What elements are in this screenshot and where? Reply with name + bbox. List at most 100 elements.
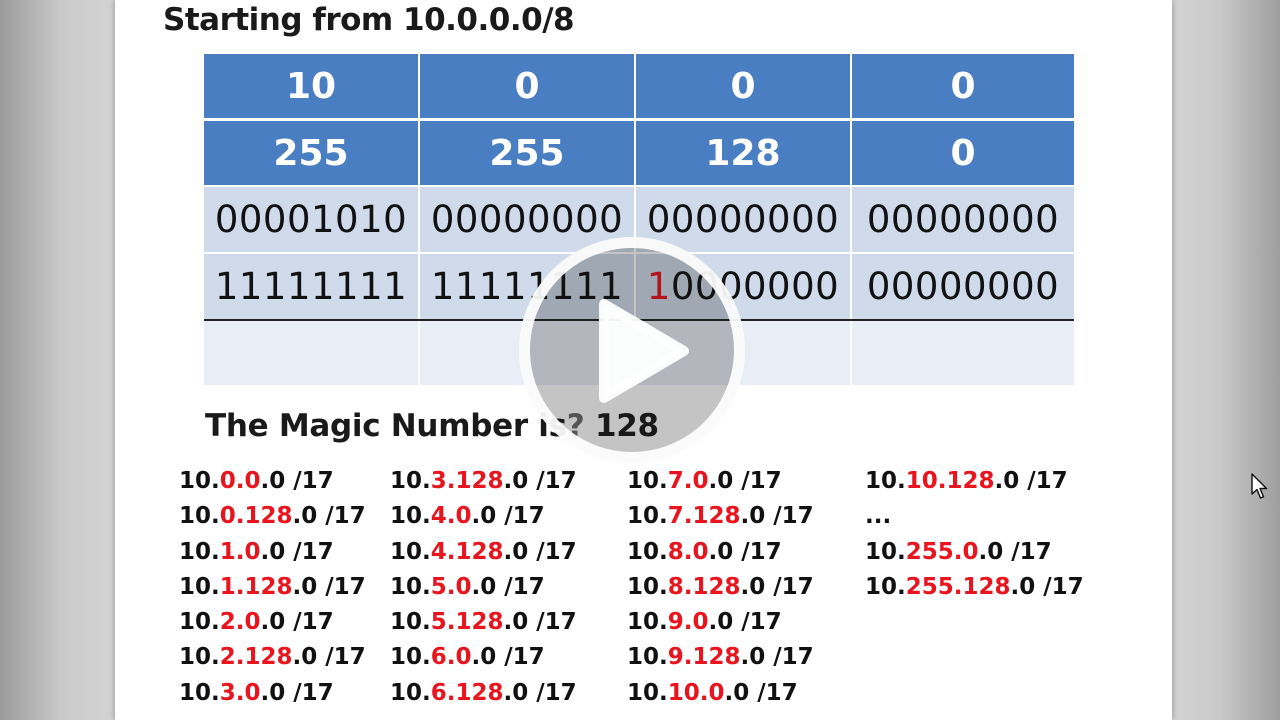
- subnet-list-item: 10.2.128.0 /17: [179, 640, 366, 675]
- table-cell: 00000000: [419, 186, 636, 254]
- subnet-hi: 1.128: [219, 573, 293, 600]
- subnet-pre: 10.: [390, 503, 431, 530]
- subnet-post: .0 /17: [471, 644, 545, 671]
- subnet-post: .0 /17: [503, 609, 577, 636]
- subnet-list-item: 10.2.0.0 /17: [179, 605, 366, 640]
- subnet-pre: 10.: [390, 468, 431, 494]
- subnet-pre: 10.: [179, 609, 220, 636]
- subnet-hi: 4.0: [430, 503, 472, 530]
- subnet-hi: 10.0: [667, 679, 725, 706]
- subnet-list-item: 10.0.0.0 /17: [179, 464, 366, 499]
- subnet-hi: 6.0: [430, 644, 472, 671]
- subnet-list-item: 10.9.128.0 /17: [627, 640, 814, 675]
- subnet-post: .0 /17: [471, 503, 545, 530]
- subnet-pre: 10.: [627, 679, 668, 706]
- subnet-list-item: 10.255.128.0 /17: [865, 570, 1084, 605]
- subnet-pre: 10.: [627, 538, 668, 565]
- subnet-hi: 0.128: [219, 503, 293, 530]
- subnet-hi: 10.128: [905, 468, 995, 494]
- subnet-hi: 0.0: [219, 468, 261, 494]
- table-cell: [204, 320, 420, 385]
- subnet-post: .0 /17: [292, 503, 366, 530]
- subnet-list-item: 10.10.128.0 /17: [865, 464, 1084, 499]
- subnet-list-item: 10.3.0.0 /17: [179, 676, 366, 711]
- subnet-pre: 10.: [179, 468, 220, 494]
- subnet-pre: 10.: [865, 468, 906, 494]
- table-cell: 255: [419, 119, 636, 187]
- subnet-post: .0 /17: [260, 538, 334, 565]
- subnet-post: .0 /17: [260, 468, 334, 494]
- subnet-pre: 10.: [179, 679, 220, 706]
- subnet-hi: 5.0: [430, 573, 472, 600]
- subnet-hi: 7.0: [667, 468, 709, 494]
- table-cell: [851, 320, 1074, 385]
- subnet-list-item: 10.8.128.0 /17: [627, 570, 814, 605]
- subnet-post: .0 /17: [503, 538, 577, 565]
- subnet-list-item: 10.10.0.0 /17: [627, 676, 814, 711]
- subnet-hi: 9.128: [667, 644, 741, 671]
- mouse-pointer-icon: [1251, 473, 1268, 499]
- table-cell: 00001010: [204, 186, 420, 254]
- subnet-pre: 10.: [865, 538, 906, 565]
- subnet-list-item: 10.255.0.0 /17: [865, 535, 1084, 570]
- subnet-pre: 10.: [179, 644, 220, 671]
- subnet-list-item: 10.7.0.0 /17: [627, 464, 814, 499]
- subnet-post: .0 /17: [994, 468, 1068, 494]
- table-cell: 00000000: [851, 186, 1074, 254]
- table-cell: 0: [635, 54, 852, 121]
- address-binary-row: 00001010 00000000 00000000 00000000: [204, 186, 1074, 254]
- subnet-pre: 10.: [865, 573, 906, 600]
- subnet-hi: 8.0: [667, 538, 709, 565]
- subnet-hi: 1.0: [219, 538, 261, 565]
- mask-decimal-row: 255 255 128 0: [204, 119, 1074, 187]
- table-cell: 00000000: [635, 186, 852, 254]
- subnet-column-1: 10.0.0.0 /17 10.0.128.0 /17 10.1.0.0 /17 10…: [179, 464, 366, 711]
- table-cell: 255: [204, 119, 420, 187]
- subnet-post: .0 /17: [292, 644, 366, 671]
- subnet-pre: 10.: [179, 538, 220, 565]
- subnet-hi: 5.128: [430, 609, 504, 636]
- subnet-post: .0 /17: [740, 573, 814, 600]
- play-button[interactable]: [519, 237, 745, 463]
- subnet-list-item: 10.4.0.0 /17: [390, 499, 577, 534]
- subnet-pre: 10.: [390, 679, 431, 706]
- table-cell: 10: [204, 54, 420, 121]
- subnet-list-item: 10.6.128.0 /17: [390, 676, 577, 711]
- subnet-hi: 255.128: [905, 573, 1011, 600]
- subnet-list-item: 10.8.0.0 /17: [627, 535, 814, 570]
- table-cell: 0: [851, 54, 1074, 121]
- subnet-list-item: 10.1.0.0 /17: [179, 535, 366, 570]
- play-icon: [599, 299, 689, 403]
- subnet-post: .0 /17: [260, 609, 334, 636]
- subnet-pre: 10.: [390, 573, 431, 600]
- subnet-post: .0 /17: [260, 679, 334, 706]
- subnet-post: .0 /17: [708, 538, 782, 565]
- subnet-list-item: 10.0.128.0 /17: [179, 499, 366, 534]
- subnet-list-item: 10.7.128.0 /17: [627, 499, 814, 534]
- subnet-hi: 8.128: [667, 573, 741, 600]
- subnet-hi: 2.0: [219, 609, 261, 636]
- subnet-post: .0 /17: [724, 679, 798, 706]
- subnet-list-item: 10.3.128.0 /17: [390, 464, 577, 499]
- subnet-hi: 3.0: [219, 679, 261, 706]
- subnet-pre: 10.: [179, 573, 220, 600]
- subnet-post: .0 /17: [740, 644, 814, 671]
- table-cell: 11111111: [204, 253, 420, 321]
- subnet-post: .0 /17: [292, 573, 366, 600]
- subnet-pre: 10.: [627, 609, 668, 636]
- subnet-column-2: 10.3.128.0 /17 10.4.0.0 /17 10.4.128.0 /17…: [390, 464, 577, 711]
- subnet-hi: 2.128: [219, 644, 293, 671]
- subnet-post: .0 /17: [503, 468, 577, 494]
- subnet-list-item: 10.1.128.0 /17: [179, 570, 366, 605]
- subnet-list-item: 10.6.0.0 /17: [390, 640, 577, 675]
- subnet-list-item: 10.5.0.0 /17: [390, 570, 577, 605]
- subnet-hi: 9.0: [667, 609, 709, 636]
- subnet-pre: 10.: [627, 644, 668, 671]
- subnet-list-item: ...: [865, 499, 1084, 534]
- subnet-post: .0 /17: [1010, 573, 1084, 600]
- table-cell: 128: [635, 119, 852, 187]
- table-cell: 0: [419, 54, 636, 121]
- subnet-hi: 7.128: [667, 503, 741, 530]
- slide-title: Starting from 10.0.0.0/8: [163, 2, 575, 38]
- subnet-list-item: 10.5.128.0 /17: [390, 605, 577, 640]
